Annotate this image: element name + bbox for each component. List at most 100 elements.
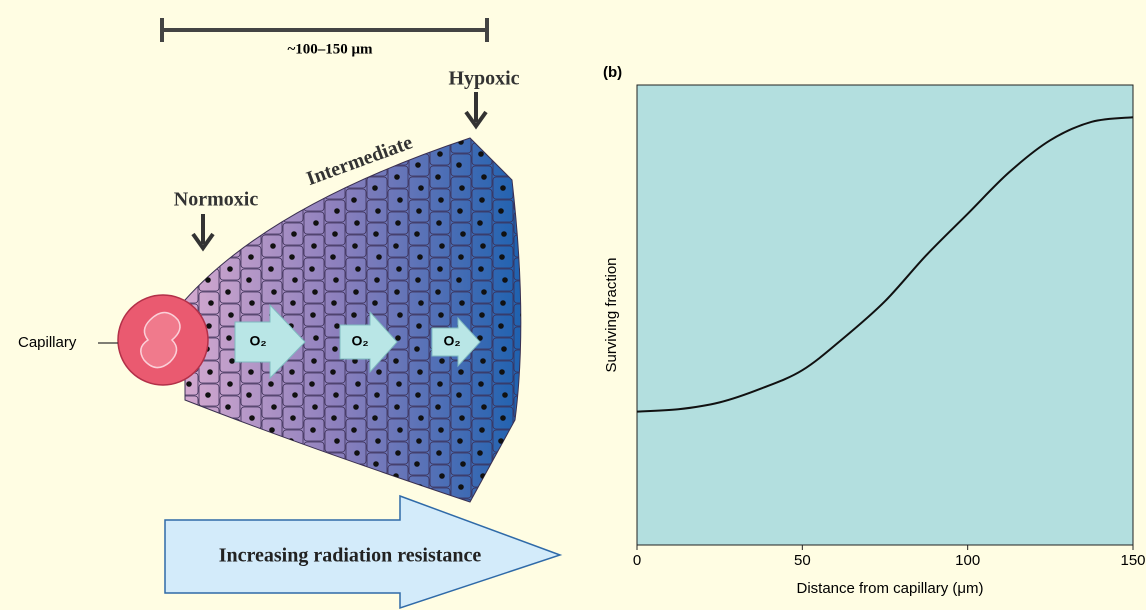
cell [282,475,304,499]
cell [513,188,521,212]
nucleus [309,266,315,272]
cell [429,418,451,442]
cell [408,383,430,407]
cell [387,303,409,327]
cell [261,234,283,258]
cell [219,257,241,281]
nucleus [439,473,445,479]
nucleus [502,162,508,168]
nucleus [291,461,297,467]
cell [282,498,304,502]
cell [366,406,388,430]
nucleus [481,519,487,525]
nucleus [186,266,192,272]
nucleus [501,231,507,237]
cell [513,280,521,304]
cell [219,211,241,235]
nucleus [269,427,275,433]
nucleus [436,220,442,226]
nucleus [333,392,339,398]
cell [471,280,493,304]
cell [219,487,241,502]
cell [219,303,241,327]
oxygen-arrow [339,310,398,374]
cell [429,138,451,143]
cell [366,176,388,200]
nucleus [418,415,424,421]
nucleus [498,208,504,214]
cell [492,245,514,269]
nucleus [373,461,379,467]
cell [471,188,493,212]
x-tick-label: 50 [794,552,811,569]
nucleus [500,185,506,191]
cell [345,280,367,304]
nucleus [394,174,400,180]
red-cell [140,311,181,369]
nucleus [418,185,424,191]
cell [324,138,346,154]
cell [303,138,325,143]
nucleus [270,473,276,479]
nucleus [395,335,401,341]
nucleus [226,220,232,226]
cell [408,452,430,476]
nucleus [289,484,295,490]
nucleus [185,289,190,295]
cell [198,475,220,499]
nucleus [207,484,213,490]
cell [303,487,325,502]
panel-label: (b) [603,64,622,81]
nucleus [351,312,357,318]
cell [492,314,514,338]
cell [345,257,367,281]
resistance-arrow [164,494,563,610]
survival-curve [636,116,1134,413]
nucleus [353,289,359,295]
cell [429,464,451,488]
nucleus [417,369,423,375]
nucleus [330,369,336,375]
cell [282,360,304,384]
cell [471,165,493,189]
nucleus [396,381,402,387]
nucleus [186,381,192,387]
cell [345,234,367,258]
resistance-label: Increasing radiation resistance [219,545,482,567]
nucleus [414,346,420,352]
cell [492,452,514,476]
nucleus [309,496,315,502]
cell [303,142,325,166]
nucleus [502,507,508,513]
cell [471,257,493,281]
cell [261,464,283,488]
cell [387,441,409,465]
nucleus [521,243,527,249]
nucleus [437,151,443,157]
hypoxic-arrow [464,92,488,130]
cell [282,452,304,476]
cell [324,383,346,407]
nucleus [393,128,399,134]
cell [366,498,388,502]
cell [282,383,304,407]
nucleus [227,381,233,387]
capillary-label: Capillary [18,334,77,351]
nucleus [352,243,358,249]
cell [185,165,199,189]
nucleus [477,220,483,226]
nucleus [311,473,317,479]
nucleus [459,185,465,191]
nucleus [479,427,485,433]
nucleus [395,450,401,456]
nucleus [519,496,521,502]
cell [408,360,430,384]
cell [387,418,409,442]
nucleus [330,139,336,145]
nucleus [477,335,483,341]
nucleus [415,277,421,283]
nucleus [267,450,273,456]
nucleus [481,404,487,410]
nucleus [206,438,212,444]
cell [240,291,262,315]
